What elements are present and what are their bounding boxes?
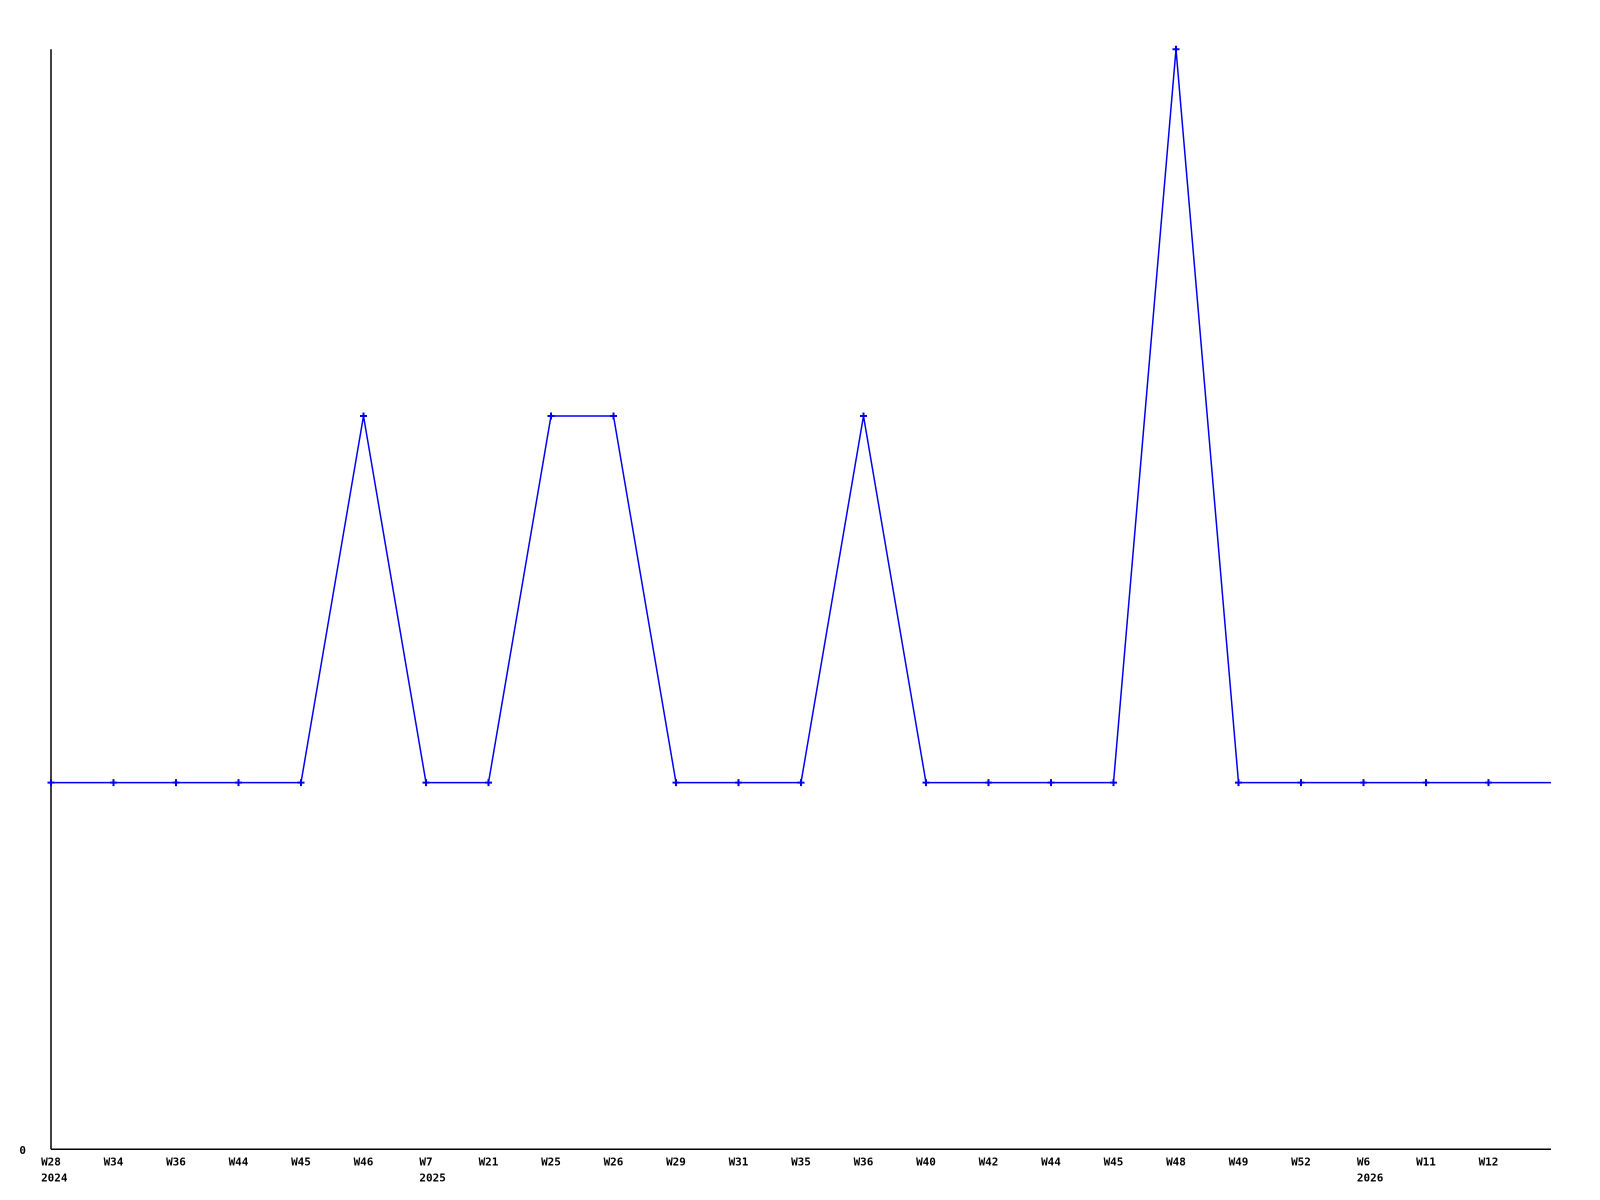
data-point-marker xyxy=(360,412,367,420)
x-tick-label: W21 xyxy=(479,1156,499,1169)
x-tick-label: W34 xyxy=(104,1156,124,1169)
x-tick-label: W36 xyxy=(854,1156,874,1169)
x-tick-year-label: 2025 xyxy=(419,1172,446,1185)
data-point-marker xyxy=(985,779,992,787)
x-tick-label: W52 xyxy=(1291,1156,1311,1169)
x-tick-year-label: 2024 xyxy=(41,1172,68,1185)
data-point-marker xyxy=(1110,779,1117,787)
data-point-marker xyxy=(797,779,805,787)
data-point-marker xyxy=(47,779,55,787)
x-tick-label: W40 xyxy=(916,1156,936,1169)
x-tick-label: W44 xyxy=(229,1156,249,1169)
data-point-marker xyxy=(485,779,492,787)
x-tick-label: W48 xyxy=(1166,1156,1186,1169)
data-point-marker xyxy=(735,779,742,787)
y-tick-label: 0 xyxy=(19,1144,26,1157)
x-tick-label: W12 xyxy=(1479,1156,1499,1169)
x-tick-label: W26 xyxy=(604,1156,624,1169)
data-point-marker xyxy=(1485,779,1492,787)
data-point-marker xyxy=(1360,779,1367,787)
x-tick-label: W36 xyxy=(166,1156,186,1169)
data-point-marker xyxy=(235,779,242,787)
x-tick-label: W45 xyxy=(291,1156,311,1169)
x-tick-label: W7 xyxy=(419,1156,432,1169)
data-point-marker xyxy=(172,779,180,787)
x-tick-label: W35 xyxy=(791,1156,811,1169)
data-point-marker xyxy=(297,779,305,787)
data-point-marker xyxy=(672,779,680,787)
x-tick-label: W28 xyxy=(41,1156,61,1169)
x-tick-label: W11 xyxy=(1416,1156,1436,1169)
x-tick-label: W29 xyxy=(666,1156,686,1169)
data-point-marker xyxy=(922,779,930,787)
x-tick-year-label: 2026 xyxy=(1357,1172,1384,1185)
data-point-marker xyxy=(422,779,430,787)
data-point-marker xyxy=(860,412,867,420)
data-point-marker xyxy=(547,412,555,420)
x-tick-label: W25 xyxy=(541,1156,561,1169)
x-tick-label: W6 xyxy=(1357,1156,1371,1169)
x-tick-label: W46 xyxy=(354,1156,374,1169)
data-point-marker xyxy=(1297,779,1305,787)
data-point-marker xyxy=(1172,45,1180,53)
data-point-marker xyxy=(1235,779,1242,787)
x-tick-label: W45 xyxy=(1104,1156,1124,1169)
x-tick-label: W44 xyxy=(1041,1156,1061,1169)
x-tick-label: W31 xyxy=(729,1156,749,1169)
data-point-marker xyxy=(1422,779,1430,787)
data-point-marker xyxy=(610,412,617,420)
data-point-marker xyxy=(1047,779,1055,787)
x-tick-label: W49 xyxy=(1229,1156,1249,1169)
x-tick-label: W42 xyxy=(979,1156,999,1169)
data-point-marker xyxy=(110,779,117,787)
data-line xyxy=(51,49,1551,784)
